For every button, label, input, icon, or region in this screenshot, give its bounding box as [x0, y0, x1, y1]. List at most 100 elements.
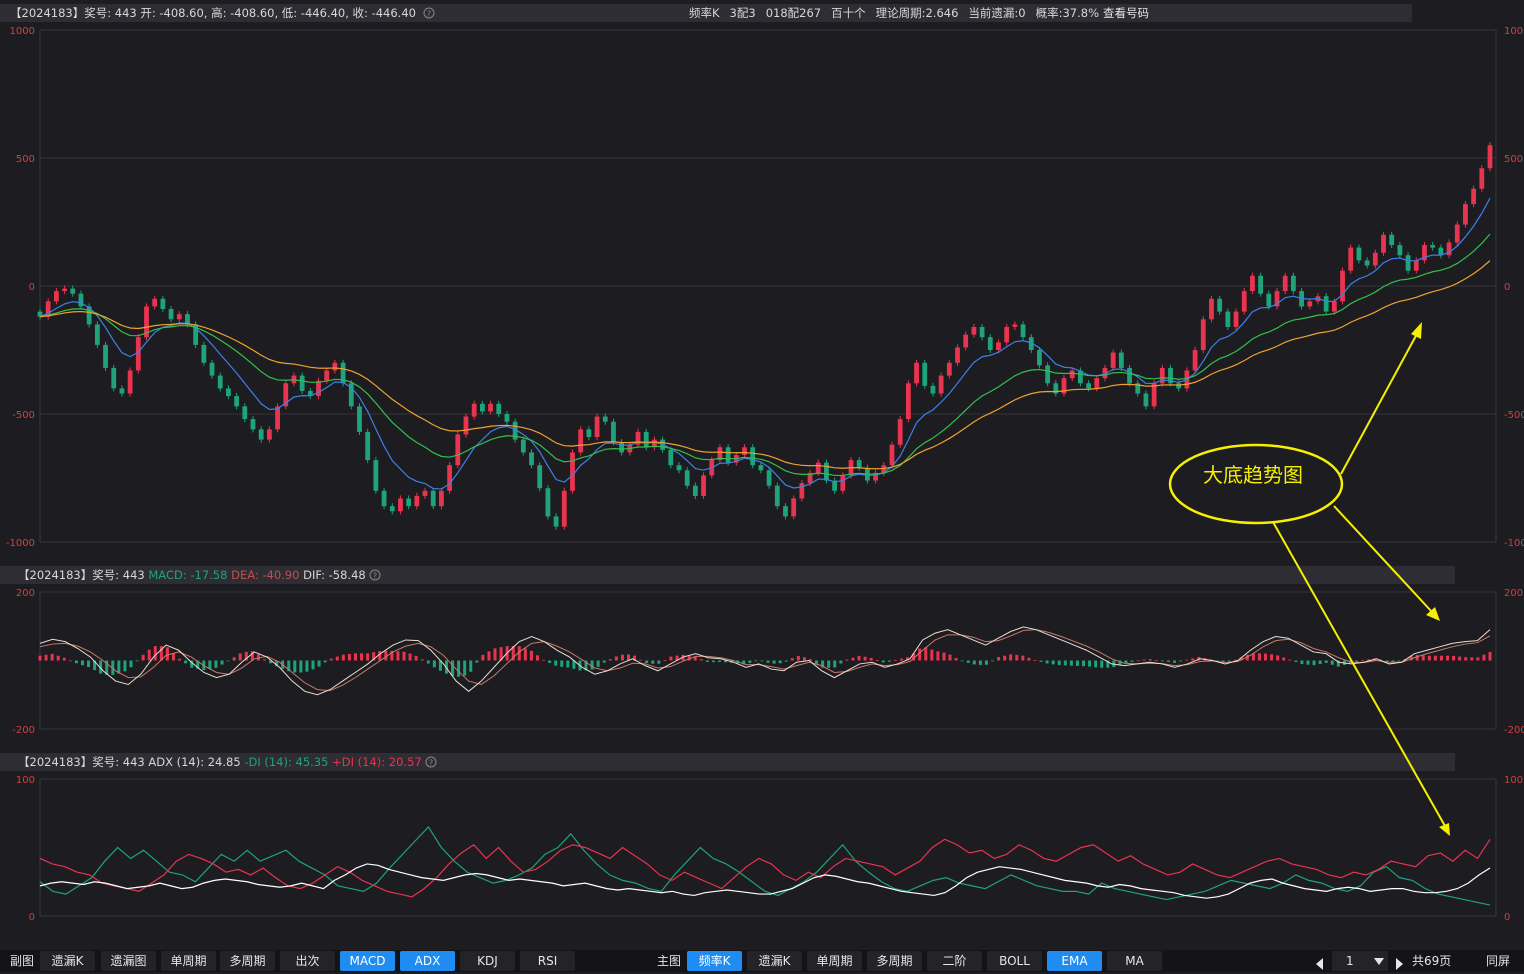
dea-line: [39, 629, 1491, 692]
candle-body: [209, 362, 215, 376]
candle-body: [1168, 367, 1173, 384]
candle-body: [873, 472, 878, 481]
macd-bar: [1264, 653, 1268, 661]
candle-body: [783, 506, 788, 517]
candle-body: [815, 462, 821, 473]
macd-help-icon[interactable]: ?: [369, 569, 381, 581]
candle-body: [1241, 291, 1247, 312]
macd-bar: [1160, 660, 1164, 662]
candle-body: [103, 344, 108, 368]
macd-bar: [936, 651, 940, 661]
macd-bar: [1136, 660, 1140, 662]
main-tab-二阶[interactable]: 二阶: [927, 951, 982, 971]
candle-body: [774, 485, 780, 507]
macd-bar: [1057, 660, 1061, 666]
sub-tab-多周期[interactable]: 多周期: [220, 951, 275, 971]
sub-tab-rsi[interactable]: RSI: [520, 951, 575, 971]
arrow-to-macd: [1333, 505, 1433, 613]
candle-body: [897, 419, 903, 445]
candle-body: [398, 498, 403, 512]
main-tab-ema[interactable]: EMA: [1047, 951, 1102, 971]
macd-bar: [262, 659, 266, 661]
macd-bar: [881, 660, 885, 663]
sub-tab-macd[interactable]: MACD: [340, 951, 395, 971]
main-tab-频率k[interactable]: 频率K: [687, 951, 742, 971]
candle-body: [479, 403, 485, 412]
ema-mid-line: [39, 233, 1491, 477]
macd-bar: [1130, 660, 1134, 662]
page-select[interactable]: 1: [1332, 951, 1388, 971]
sub-tab-kdj[interactable]: KDJ: [460, 951, 515, 971]
main-tab-boll[interactable]: BOLL: [987, 951, 1042, 971]
candle-body: [1250, 275, 1255, 292]
main-tab-遗漏k[interactable]: 遗漏K: [747, 951, 802, 971]
macd-bar: [857, 655, 861, 661]
candle-body: [996, 342, 1001, 350]
macd-bar: [566, 660, 570, 668]
pdi-value: +DI (14): 20.57: [332, 755, 422, 769]
prev-page-icon[interactable]: [1316, 955, 1324, 974]
candle-body: [94, 324, 100, 345]
macd-bar: [311, 660, 315, 670]
macd-bar: [493, 648, 497, 661]
candle-body: [1028, 337, 1034, 350]
fullscreen-button[interactable]: 同屏: [1486, 954, 1511, 968]
macd-bar: [402, 651, 406, 661]
macd-bar: [1439, 655, 1443, 661]
macd-bar: [833, 660, 837, 668]
sub-tab-单周期[interactable]: 单周期: [161, 951, 216, 971]
candle-body: [332, 362, 338, 371]
candle-body: [1061, 378, 1067, 394]
macd-bar: [663, 660, 667, 661]
candle-body: [201, 344, 207, 363]
candle-body: [643, 431, 649, 448]
sub-tab-遗漏图[interactable]: 遗漏图: [101, 951, 156, 971]
main-tab-多周期[interactable]: 多周期: [867, 951, 922, 971]
macd-bar: [1300, 660, 1304, 664]
candle-body: [619, 442, 625, 453]
macd-bar: [790, 658, 794, 661]
main-tab-ma[interactable]: MA: [1107, 951, 1162, 971]
macd-bar: [930, 649, 934, 661]
macd-bar: [529, 650, 533, 661]
view-numbers-link[interactable]: 查看号码: [1103, 6, 1149, 20]
candle-body: [1053, 383, 1059, 394]
sub-tab-出次[interactable]: 出次: [280, 951, 335, 971]
adx-header: 【2024183】奖号: 443 ADX (14): 24.85 -DI (14…: [0, 753, 1455, 771]
candle-body: [545, 488, 551, 517]
macd-bar: [438, 660, 442, 671]
macd-bar: [1191, 658, 1195, 661]
next-page-icon[interactable]: [1396, 955, 1404, 974]
main-help-icon[interactable]: ?: [423, 4, 435, 24]
macd-bar: [839, 660, 843, 664]
candle-body: [1422, 245, 1427, 261]
macd-bar: [117, 660, 121, 674]
candle-body: [422, 490, 428, 496]
candle-body: [1192, 350, 1198, 371]
plus-di-line: [39, 838, 1491, 898]
chart-canvas[interactable]: 1000100050050000-500-500-1000-1000200200…: [0, 0, 1524, 950]
macd-bar: [244, 651, 248, 661]
macd-bar: [256, 654, 260, 661]
candle-body: [1487, 145, 1493, 169]
macd-bar: [329, 658, 333, 661]
candle-body: [471, 403, 477, 417]
macd-bar: [1476, 657, 1480, 661]
adx-help-icon[interactable]: ?: [425, 756, 437, 768]
macd-bar: [1142, 659, 1146, 661]
main-tab-单周期[interactable]: 单周期: [807, 951, 862, 971]
stat-item: 理论周期:2.646: [875, 6, 959, 20]
sub-tab-遗漏k[interactable]: 遗漏K: [40, 951, 95, 971]
candle-body: [439, 490, 444, 507]
candle-body: [234, 396, 240, 407]
bottom-toolbar: 副图 遗漏K 遗漏图 单周期 多周期 出次 MACD ADX KDJ RSI 主图 频率K 遗漏K…: [0, 950, 1524, 972]
macd-bar: [293, 660, 297, 673]
macd-bar: [487, 651, 491, 661]
candle-body: [168, 309, 174, 320]
candle-body: [447, 465, 453, 491]
sub-tab-adx[interactable]: ADX: [400, 951, 455, 971]
candle-body: [144, 306, 149, 338]
candle-body: [324, 370, 330, 381]
macd-bar: [978, 660, 982, 665]
candle-body: [512, 421, 518, 440]
